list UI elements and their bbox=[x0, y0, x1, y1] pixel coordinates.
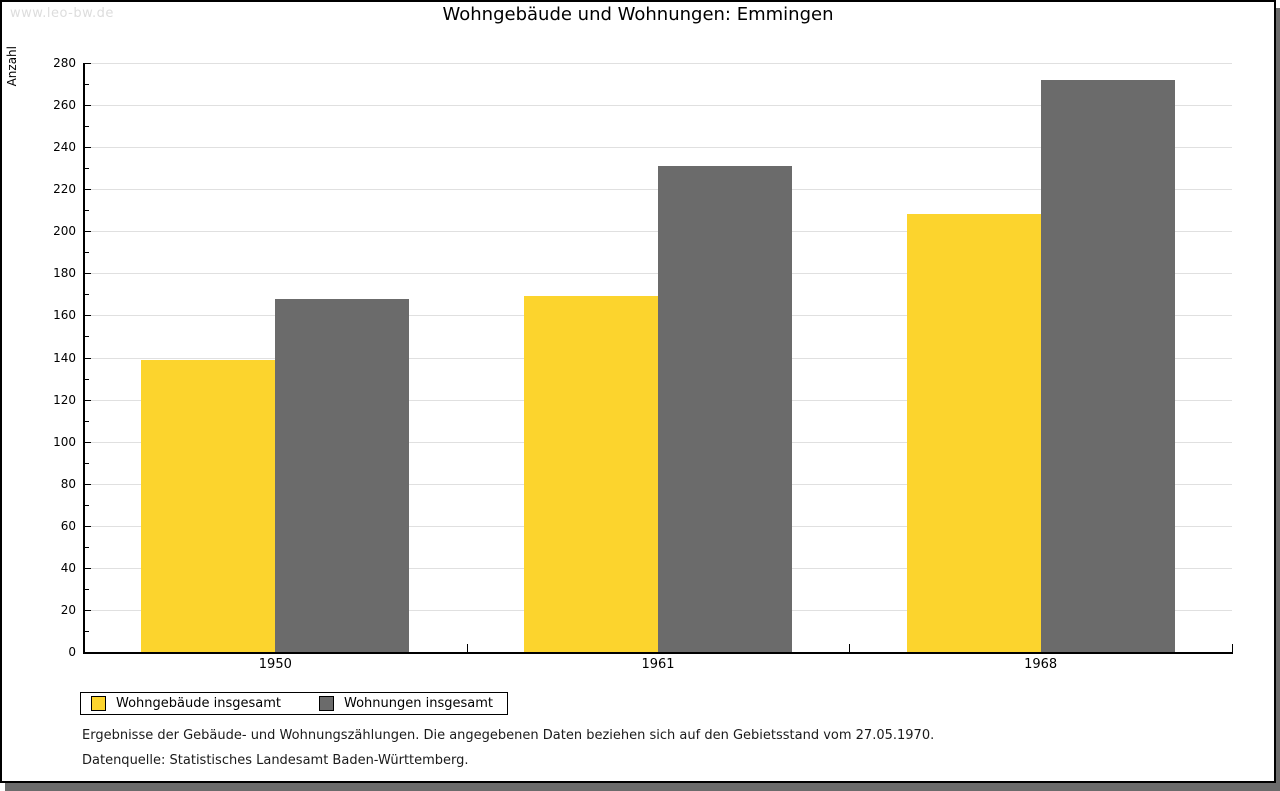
bar-wohngebaeude-1961 bbox=[524, 296, 658, 652]
y-minor-tick bbox=[85, 630, 89, 632]
y-minor-tick bbox=[85, 252, 89, 254]
y-major-tick bbox=[85, 231, 91, 233]
y-axis-tick-label: 280 bbox=[53, 56, 76, 70]
bar-wohnungen-1950 bbox=[275, 299, 410, 652]
footnote-data-source: Datenquelle: Statistisches Landesamt Bad… bbox=[82, 753, 469, 768]
x-axis-tick bbox=[1232, 644, 1233, 652]
y-axis-tick-label: 100 bbox=[53, 434, 76, 449]
x-axis-tick bbox=[467, 644, 468, 652]
y-major-tick bbox=[85, 105, 91, 107]
y-axis-title: Anzahl bbox=[5, 46, 19, 87]
y-minor-tick bbox=[85, 462, 89, 464]
y-axis-tick-label: 260 bbox=[53, 98, 76, 113]
bar-wohngebaeude-1968 bbox=[906, 214, 1041, 652]
legend-item-wohngebaeude: Wohngebäude insgesamt bbox=[91, 696, 281, 711]
y-gridline bbox=[84, 63, 1232, 64]
legend-swatch-icon bbox=[319, 696, 334, 711]
y-minor-tick bbox=[85, 420, 89, 422]
legend-label: Wohnungen insgesamt bbox=[344, 696, 493, 711]
y-axis-tick-label: 0 bbox=[68, 645, 76, 659]
y-axis-tick-label: 120 bbox=[53, 392, 76, 407]
y-major-tick bbox=[85, 441, 91, 443]
y-gridline bbox=[84, 147, 1232, 149]
watermark: www.leo-bw.de bbox=[10, 6, 114, 21]
y-major-tick bbox=[85, 147, 91, 149]
y-axis-tick-label: 20 bbox=[60, 602, 76, 617]
y-minor-tick bbox=[85, 126, 89, 128]
footnote-source-note: Ergebnisse der Gebäude- und Wohnungszähl… bbox=[82, 728, 935, 743]
chart-title: Wohngebäude und Wohnungen: Emmingen bbox=[442, 4, 834, 25]
y-axis-tick-label: 160 bbox=[53, 308, 76, 323]
y-minor-tick bbox=[85, 588, 89, 590]
y-minor-tick bbox=[85, 294, 89, 296]
y-major-tick bbox=[85, 567, 91, 569]
legend: Wohngebäude insgesamt Wohnungen insgesamt bbox=[80, 692, 508, 715]
y-major-tick bbox=[85, 315, 91, 317]
y-axis-tick-label: 220 bbox=[53, 182, 76, 197]
y-axis-tick-label: 200 bbox=[53, 224, 76, 239]
y-minor-tick bbox=[85, 504, 89, 506]
bar-wohnungen-1961 bbox=[658, 166, 792, 652]
y-gridline bbox=[84, 105, 1232, 107]
y-minor-tick bbox=[85, 210, 89, 212]
y-major-tick bbox=[85, 483, 91, 485]
y-major-tick bbox=[85, 609, 91, 611]
x-axis-tick bbox=[849, 644, 850, 652]
y-axis-tick-label: 240 bbox=[53, 140, 76, 155]
y-minor-tick bbox=[85, 84, 89, 86]
x-axis-label: 1968 bbox=[1024, 657, 1058, 672]
legend-label: Wohngebäude insgesamt bbox=[116, 696, 281, 711]
y-major-tick bbox=[85, 399, 91, 401]
y-major-tick bbox=[85, 525, 91, 527]
y-axis-tick-label: 60 bbox=[60, 518, 76, 533]
legend-item-wohnungen: Wohnungen insgesamt bbox=[319, 696, 493, 711]
bar-wohngebaeude-1950 bbox=[141, 360, 276, 652]
y-minor-tick bbox=[85, 336, 89, 338]
y-axis-tick-label: 140 bbox=[53, 350, 76, 365]
y-major-tick bbox=[85, 63, 91, 64]
x-axis-label: 1950 bbox=[258, 657, 292, 672]
y-major-tick bbox=[85, 189, 91, 191]
y-major-tick bbox=[85, 357, 91, 359]
y-axis-line bbox=[83, 63, 85, 654]
y-axis-tick-label: 80 bbox=[60, 476, 76, 491]
x-axis-line bbox=[83, 652, 1233, 654]
x-axis-label: 1961 bbox=[641, 657, 675, 672]
legend-swatch-icon bbox=[91, 696, 106, 711]
y-minor-tick bbox=[85, 168, 89, 170]
y-minor-tick bbox=[85, 546, 89, 548]
y-minor-tick bbox=[85, 378, 89, 380]
bar-wohnungen-1968 bbox=[1040, 80, 1175, 652]
y-major-tick bbox=[85, 273, 91, 275]
y-axis-tick-label: 40 bbox=[60, 560, 76, 575]
y-axis-tick-label: 180 bbox=[53, 266, 76, 281]
